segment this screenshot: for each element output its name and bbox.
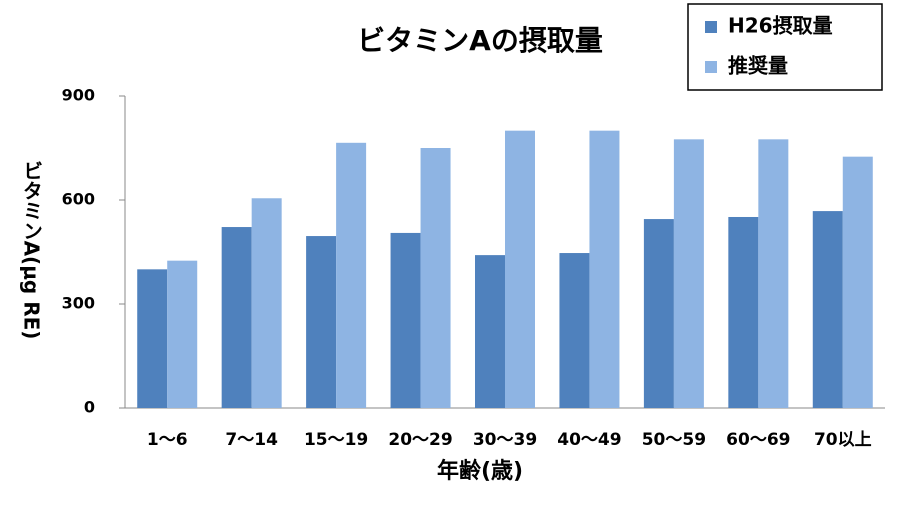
bar: [643, 219, 674, 408]
bar: [420, 148, 451, 408]
x-tick-label: 1～6: [147, 430, 188, 450]
legend-box: [687, 3, 883, 91]
bar: [812, 211, 843, 408]
x-tick-label: 50～59: [642, 430, 706, 450]
x-tick-label: 15～19: [304, 430, 368, 450]
legend-label: H26摂取量: [728, 14, 833, 38]
x-tick-label: 30～39: [473, 430, 537, 450]
bar: [559, 253, 590, 408]
bar: [390, 232, 421, 408]
y-tick-label: 0: [84, 398, 95, 417]
chart-title: ビタミンAの摂取量: [357, 24, 603, 57]
y-tick-label: 600: [62, 190, 95, 209]
x-tick-label: 40～49: [557, 430, 621, 450]
bar: [251, 198, 282, 408]
bar: [475, 255, 505, 408]
bar: [505, 130, 535, 408]
legend-swatch: [705, 21, 717, 33]
x-tick-label: 60～69: [726, 430, 790, 450]
bar: [673, 139, 704, 409]
bar: [758, 139, 789, 409]
y-tick-label: 900: [62, 86, 95, 105]
bar: [137, 269, 168, 408]
bar: [221, 227, 252, 408]
bar: [306, 236, 337, 408]
legend-label: 推奨量: [728, 54, 788, 78]
x-tick-label: 20～29: [388, 430, 452, 450]
x-tick-label: 70以上: [814, 430, 872, 450]
y-axis-label: ビタミンA(μg RE): [20, 160, 44, 339]
x-tick-label: 7～14: [225, 430, 278, 450]
legend-swatch: [705, 61, 717, 73]
x-axis-label: 年齢(歳): [437, 458, 523, 484]
y-tick-label: 300: [62, 294, 95, 313]
bar: [728, 216, 759, 408]
bar: [167, 260, 198, 408]
bar: [336, 142, 367, 409]
bar: [589, 130, 620, 408]
bar: [842, 156, 873, 408]
